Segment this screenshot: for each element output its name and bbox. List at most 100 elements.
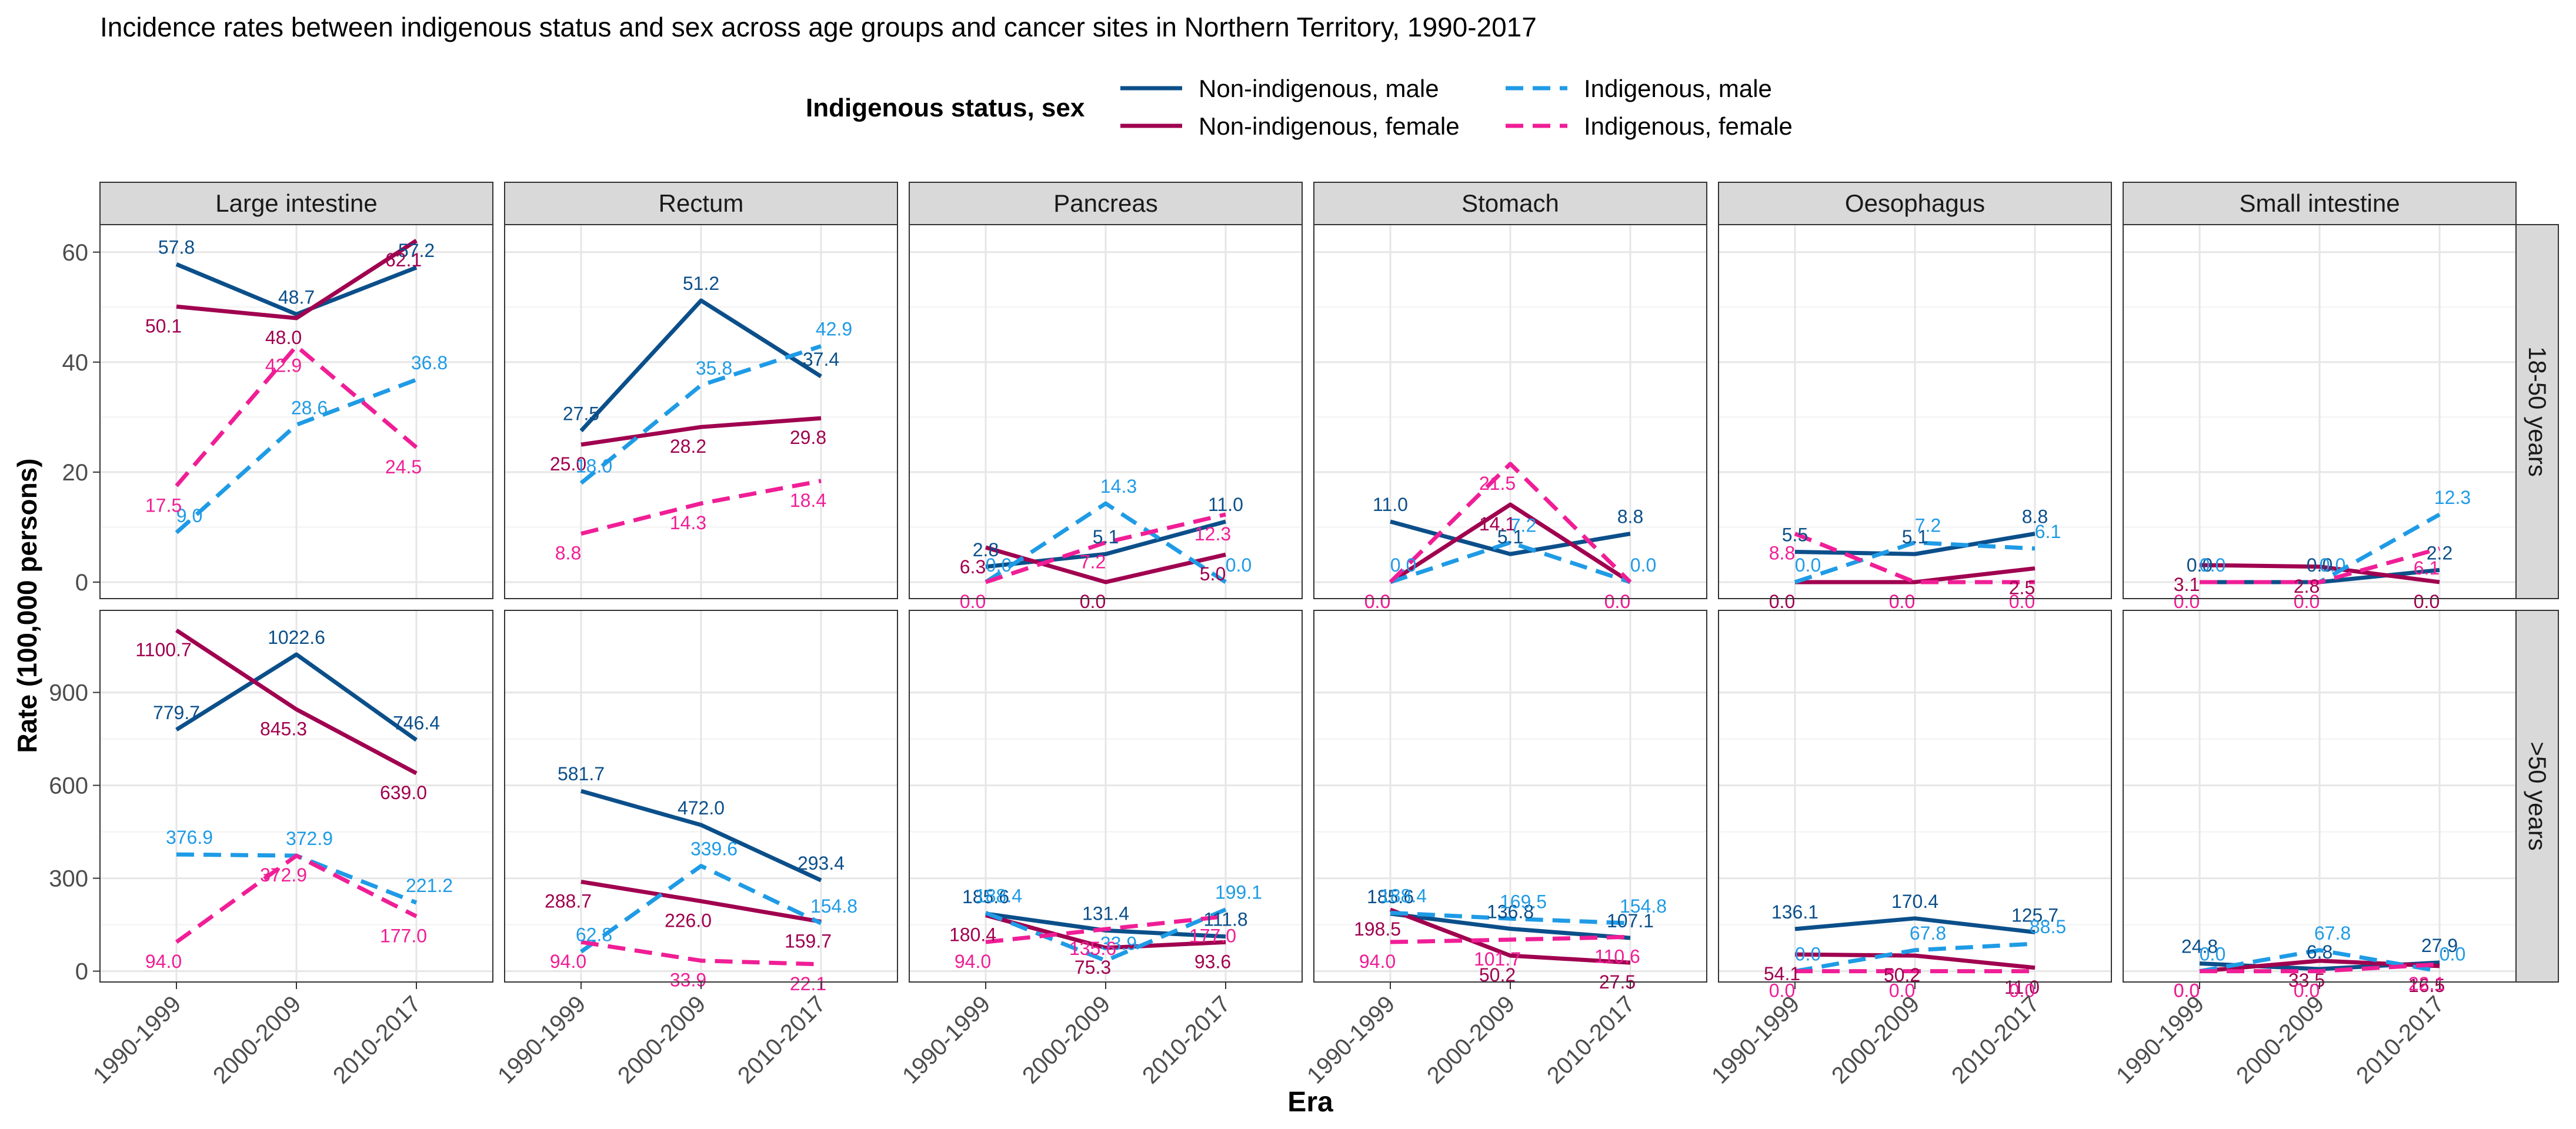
data-label-indigenous-male: 0.0 [1226,555,1252,576]
data-label-indigenous-female: 14.3 [670,512,706,533]
data-label-non-indigenous-female: 48.0 [265,327,302,348]
data-label-indigenous-female: 7.2 [1080,552,1106,573]
series-line-indigenous-male [985,501,1227,584]
y-tick-label: 60 [62,240,89,266]
data-label-indigenous-male: 0.0 [1795,944,1821,965]
strip-label-oesophagus: Oesophagus [1845,189,1985,217]
x-tick-label: 2000-2009 [613,991,710,1088]
data-label-non-indigenous-female: 75.3 [1075,957,1111,978]
data-label-non-indigenous-female: 226.0 [665,910,712,931]
data-label-non-indigenous-male: 57.8 [158,236,195,258]
series-line-non-indigenous-female [2199,563,2440,584]
series-line-non-indigenous-male [1794,916,2036,934]
data-label-non-indigenous-female: 0.0 [1889,591,1915,612]
data-label-non-indigenous-male: 2.2 [2427,542,2452,563]
series-line-non-indigenous-male [175,652,418,742]
strip-label-stomach: Stomach [1461,189,1559,217]
data-label-non-indigenous-female: 33.5 [2288,970,2325,991]
series-line-indigenous-female [985,914,1226,944]
data-label-non-indigenous-female: 1100.7 [135,639,192,660]
panel-small-intestine-18-50-years: 0.0 0.02.23.1 2.80.00.0 0.012.30.0 0.06.1 [2123,224,2517,612]
legend-item-indigenous-male: Indigenous, male [1506,75,1772,102]
data-label-non-indigenous-male: 185.6 [1367,886,1414,907]
data-label-indigenous-female: 8.8 [1769,543,1795,564]
series-line-non-indigenous-female [1794,952,2036,970]
x-tick-label: 2010-2017 [328,991,426,1088]
series-line-non-indigenous-male [1390,911,1631,940]
series-line-non-indigenous-female [580,880,822,924]
data-label-indigenous-male: 0.0 [2200,944,2225,965]
data-label-non-indigenous-male: 5.5 [1782,525,1808,546]
series-line-non-indigenous-female [1795,566,2036,584]
data-label-non-indigenous-male: 1022.6 [268,627,325,648]
legend-label-indigenous-female: Indigenous, female [1584,112,1793,140]
series-line-indigenous-female [175,344,418,487]
row-strip-label-50-years: >50 years [2524,741,2551,851]
data-label-indigenous-male: 0.0 [1390,555,1416,576]
data-label-non-indigenous-male: 0.0 [2307,555,2333,576]
data-label-indigenous-male: 0.0 [2440,944,2465,965]
series-line-non-indigenous-female [176,239,418,320]
data-label-non-indigenous-female: 0.0 [1604,591,1630,612]
data-label-indigenous-female: 0.0 [1364,591,1390,612]
series-line-non-indigenous-male [580,789,822,883]
series-line-indigenous-male [1389,540,1631,584]
series-line-non-indigenous-female [1389,907,1631,965]
x-tick-label: 1990-1999 [1302,991,1400,1088]
data-label-non-indigenous-female: 5.0 [1200,563,1226,584]
panel-stomach-18-50-years: 11.05.18.80.014.10.00.07.20.00.021.50.0 [1313,224,1707,612]
data-label-non-indigenous-male: 51.2 [683,273,719,294]
data-label-non-indigenous-male: 136.1 [1771,901,1818,923]
x-tick-label: 2000-2009 [1422,991,1520,1088]
panel-large-intestine-18-50-years: 57.8 48.7 57.2 50.1 48.0 62.1 9.0 28.6 36.8 17.5 4… [99,224,493,599]
data-label-non-indigenous-female: 180.4 [949,924,996,946]
data-label-indigenous-female: 94.0 [1359,951,1396,972]
data-label-indigenous-female: 18.4 [790,490,826,511]
legend-item-indigenous-female: Indigenous, female [1506,112,1793,140]
y-tick-label: 900 [49,680,88,706]
panel-border [504,224,898,599]
y-tick-label: 300 [49,866,88,892]
data-label-indigenous-female: 33.9 [670,970,706,991]
data-label-indigenous-male: 169.5 [1500,891,1547,912]
x-tick-label: 2000-2009 [208,991,306,1088]
data-label-non-indigenous-female: 50.1 [145,315,182,336]
strip-pancreas [909,182,1303,225]
data-label-indigenous-male: 67.8 [2314,923,2351,944]
data-label-indigenous-female: 8.8 [555,543,581,564]
data-label-indigenous-female: 177.0 [1189,925,1236,946]
data-label-indigenous-female: 42.9 [265,355,302,376]
data-label-indigenous-female: 0.0 [1889,591,1915,612]
data-label-non-indigenous-male: 5.1 [1497,526,1523,547]
series-line-non-indigenous-female [985,913,1226,950]
data-label-indigenous-male: 221.2 [406,875,453,896]
data-label-indigenous-male: 62.8 [576,924,612,945]
data-label-indigenous-female: 110.6 [1594,946,1640,967]
row-strip-18-50-years [2515,224,2559,599]
data-label-indigenous-male: 88.5 [2030,916,2066,937]
data-label-indigenous-male: 0.0 [2320,555,2345,576]
data-label-indigenous-female: 24.5 [385,456,422,477]
data-label-non-indigenous-female: 845.3 [260,718,307,739]
series-line-non-indigenous-female [985,545,1226,584]
data-label-indigenous-female: 17.5 [145,495,182,516]
data-label-non-indigenous-female: 16.5 [2408,975,2445,996]
data-label-indigenous-male: 0.0 [986,555,1012,576]
data-label-indigenous-male: 28.6 [291,397,328,418]
x-tick-label: 2010-2017 [1947,991,2044,1088]
strip-oesophagus [1718,182,2112,225]
data-label-indigenous-male: 6.1 [2035,521,2061,542]
data-label-indigenous-male: 9.0 [176,505,202,526]
data-label-non-indigenous-male: 57.2 [398,240,435,261]
panel-border [1718,224,2112,599]
data-label-non-indigenous-female: 2.8 [2294,576,2320,597]
legend-item-non-indigenous-male: Non-indigenous, male [1120,75,1439,102]
chart-title: Incidence rates between indigenous statu… [100,12,1537,42]
series-line-indigenous-male [985,907,1227,963]
x-tick-label: 2000-2009 [1017,991,1115,1088]
data-label-non-indigenous-female: 0.0 [1364,591,1390,612]
data-label-indigenous-female: 0.0 [2174,591,2200,612]
data-label-non-indigenous-male: 27.5 [563,403,599,425]
